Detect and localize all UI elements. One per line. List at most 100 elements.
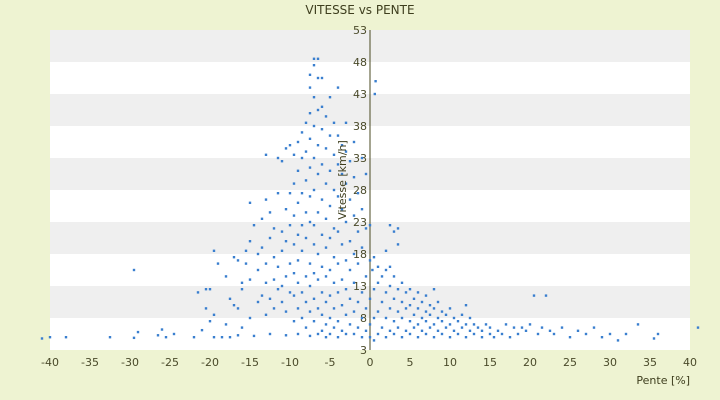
data-point [308,137,312,140]
data-point [316,172,320,176]
data-point [108,336,112,339]
data-point [320,265,324,268]
data-point [372,339,376,342]
data-point [256,300,260,304]
data-point [344,259,348,262]
data-point [272,307,276,310]
data-point [320,76,324,80]
data-point [568,336,572,339]
x-tick-label: -15 [241,356,259,369]
data-point [520,326,524,329]
data-point [328,96,332,99]
data-point [328,204,332,208]
data-point [352,214,356,217]
data-point [396,310,400,313]
data-point [312,96,316,99]
data-point [388,224,392,227]
data-point [432,323,436,326]
data-point [348,297,352,300]
data-point [374,80,377,83]
data-point [312,188,316,192]
data-point [368,224,372,227]
data-point [300,291,304,294]
data-point [324,246,328,249]
data-point [444,313,448,316]
data-point [292,243,296,246]
data-point [376,310,380,313]
data-point [456,320,460,323]
data-point [240,326,244,329]
data-point [352,140,356,144]
data-point [320,233,324,236]
data-point [468,329,472,332]
data-point [292,272,296,275]
data-point [316,307,320,310]
data-point [244,262,248,265]
data-point [388,265,392,268]
x-axis-label: Pente [%] [636,374,690,387]
data-point [352,176,356,179]
data-point [300,192,304,195]
data-point [332,326,336,329]
data-point [332,256,336,259]
data-point [64,336,68,339]
data-point [316,211,320,214]
data-point [324,182,328,185]
data-point [344,182,348,185]
data-point [364,275,368,278]
data-point [624,332,628,336]
data-point [332,227,336,230]
data-point [368,297,372,300]
x-tick-label: 15 [483,356,497,369]
data-point [224,323,228,326]
data-point [371,268,374,272]
data-point [336,230,340,233]
data-point [368,323,372,326]
data-point [304,121,308,124]
data-point [388,329,392,332]
data-point [292,153,296,156]
data-point [320,198,324,201]
data-point [504,323,508,326]
data-point [264,313,268,316]
data-point [328,236,332,240]
data-point [328,294,332,297]
data-point [560,326,564,329]
data-point [272,227,276,230]
data-point [468,316,472,320]
data-point [308,220,312,224]
chart-title: VITESSE vs PENTE [305,3,414,17]
data-point [332,307,336,310]
y-axis-label: Vitesse [km/h] [336,140,349,220]
data-point [344,313,348,316]
data-point [308,284,312,288]
data-point [348,198,352,201]
data-point [308,166,312,169]
data-point [464,323,468,326]
data-point [576,329,580,332]
data-point [348,268,352,272]
data-point [216,262,220,265]
data-point [280,249,284,252]
data-point [284,334,288,337]
data-point [336,262,340,265]
data-point [436,300,440,304]
data-point [616,339,620,342]
data-point [388,307,392,310]
data-point [280,230,284,233]
data-point [344,332,348,336]
data-point [332,121,336,124]
data-point [344,150,348,153]
data-point [40,337,44,340]
data-point [232,304,236,307]
data-point [204,288,208,291]
data-point [268,211,272,214]
x-tick-label: -5 [325,356,336,369]
data-point [376,265,380,268]
data-point [352,281,356,284]
data-point [488,332,492,336]
data-point [440,310,444,313]
data-point [208,320,212,323]
data-point [312,272,316,275]
